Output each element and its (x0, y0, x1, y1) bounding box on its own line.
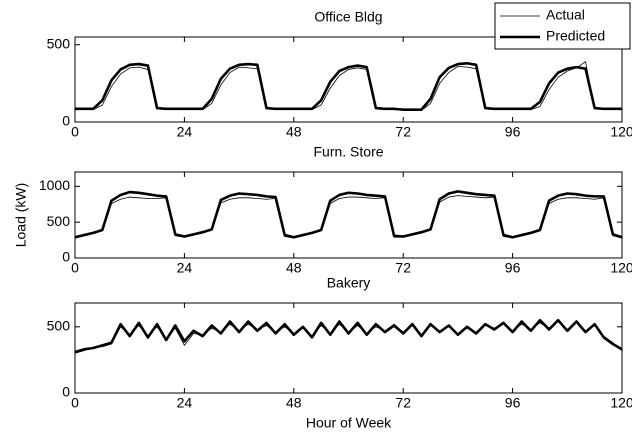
legend-label: Actual (546, 7, 585, 23)
series-line (74, 195, 623, 239)
x-tick-label: 0 (71, 124, 79, 140)
x-tick-label: 96 (505, 260, 521, 276)
axes-box (74, 302, 623, 394)
x-tick-label: 48 (286, 260, 302, 276)
y-tick-label: 1000 (39, 177, 70, 193)
y-tick-label: 500 (47, 213, 71, 229)
subplot-title: Furn. Store (313, 144, 383, 160)
x-tick-label: 24 (177, 260, 193, 276)
series-line (74, 190, 623, 239)
x-tick-label: 120 (610, 260, 632, 276)
x-tick-label: 48 (286, 395, 302, 411)
x-tick-label: 24 (177, 124, 193, 140)
x-tick-label: 72 (395, 260, 411, 276)
y-tick-label: 0 (62, 113, 70, 129)
axes-box (74, 171, 623, 259)
x-tick-label: 72 (395, 395, 411, 411)
x-tick-label: 0 (71, 395, 79, 411)
legend-label: Predicted (546, 28, 605, 44)
y-tick-label: 500 (47, 318, 71, 334)
y-tick-label: 0 (62, 384, 70, 400)
x-tick-label: 120 (610, 395, 632, 411)
y-tick-label: 500 (47, 35, 71, 51)
axes-box (74, 36, 623, 123)
y-tick-label: 0 (62, 249, 70, 265)
x-tick-label: 48 (286, 124, 302, 140)
x-tick-label: 0 (71, 260, 79, 276)
legend-box (494, 2, 631, 50)
x-tick-label: 72 (395, 124, 411, 140)
x-tick-label: 24 (177, 395, 193, 411)
x-tick-label: 96 (505, 395, 521, 411)
subplot-title: Bakery (327, 275, 371, 291)
series-line (74, 318, 623, 354)
y-axis-label: Load (kW) (13, 183, 29, 248)
series-line (75, 61, 622, 111)
x-tick-label: 96 (505, 124, 521, 140)
x-axis-label: Hour of Week (306, 415, 392, 431)
subplot-title: Office Bldg (314, 9, 382, 25)
x-tick-label: 120 (610, 124, 632, 140)
